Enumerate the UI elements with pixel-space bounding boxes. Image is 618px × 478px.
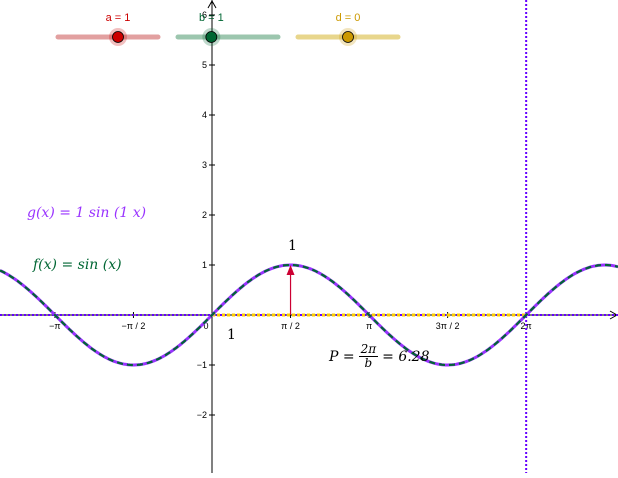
f-curve[interactable] [0,263,618,367]
y-axis-arrow [207,0,217,9]
one-label: 1 [227,327,236,343]
y-tick-label: 3 [202,160,207,170]
slider-d-label: d = 0 [336,12,361,24]
y-tick-label: 4 [202,110,207,120]
y-tick-label: 1 [202,260,207,270]
y-tick-label: 2 [202,210,207,220]
slider-b-knob[interactable] [205,31,218,43]
amplitude-arrow-head [286,265,295,275]
x-tick-label: −π / 2 [121,321,145,331]
y-tick-label: −2 [197,410,207,420]
slider-a-knob[interactable] [112,31,124,43]
period-formula: P = 2π b = 6.28 [329,343,430,370]
x-tick-label: 0 [203,321,208,331]
period-lhs: P = [329,348,355,365]
x-tick-label: 3π / 2 [436,321,460,331]
amplitude-label: 1 [288,238,297,254]
y-tick-label: 6 [202,10,207,20]
slider-b-label: b = 1 [199,12,224,24]
x-tick-label: π [366,321,372,331]
period-numerator: 2π [358,342,379,357]
period-rhs: = 6.28 [382,348,430,365]
g-formula[interactable]: g(x) = 1 sin (1 x) [27,205,147,221]
slider-d-knob[interactable] [342,31,354,43]
period-denominator: b [364,356,373,370]
x-tick-label: −π [49,321,60,331]
period-fraction: 2π b [358,342,379,370]
y-tick-label: 5 [202,60,207,70]
slider-a-label: a = 1 [106,12,131,24]
x-tick-label: π / 2 [281,321,300,331]
y-tick-label: −1 [197,360,207,370]
f-formula[interactable]: f(x) = sin (x) [33,257,122,273]
